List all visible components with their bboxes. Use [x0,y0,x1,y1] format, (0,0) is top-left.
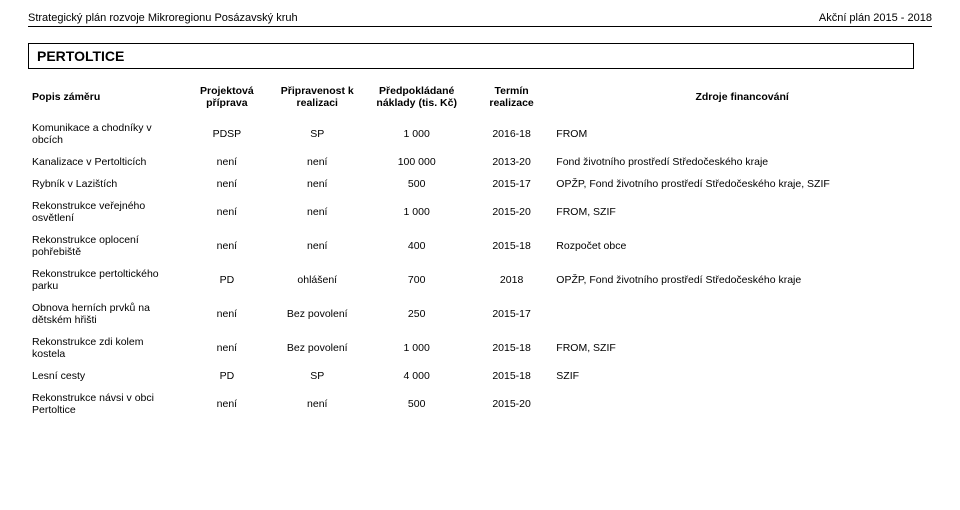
header-left: Strategický plán rozvoje Mikroregionu Po… [28,12,298,24]
table-header-row: Popis záměru Projektová příprava Připrav… [28,81,932,117]
table-cell: PDSP [182,117,272,151]
table-cell: Kanalizace v Pertolticích [28,151,182,173]
table-cell: není [272,387,362,421]
table-cell: 100 000 [362,151,470,173]
table-cell: není [182,297,272,331]
table-cell: není [272,229,362,263]
table-cell: OPŽP, Fond životního prostředí Středočes… [552,263,932,297]
col-header: Připravenost k realizaci [272,81,362,117]
col-header: Předpokládané náklady (tis. Kč) [362,81,470,117]
col-header: Zdroje financování [552,81,932,117]
table-cell: Rekonstrukce pertoltického parku [28,263,182,297]
table-cell: Rekonstrukce návsi v obci Pertoltice [28,387,182,421]
table-cell: 2015-20 [471,195,552,229]
table-cell: 1 000 [362,331,470,365]
table-cell: PD [182,263,272,297]
table-row: Rekonstrukce veřejného osvětlenínenínení… [28,195,932,229]
table-cell: 500 [362,173,470,195]
table-row: Rekonstrukce návsi v obci Pertolticenení… [28,387,932,421]
table-cell: ohlášení [272,263,362,297]
table-cell: není [272,195,362,229]
table-cell: Obnova herních prvků na dětském hřišti [28,297,182,331]
table-cell: 2015-20 [471,387,552,421]
page-header: Strategický plán rozvoje Mikroregionu Po… [28,12,932,24]
table-cell: FROM, SZIF [552,331,932,365]
table-cell: není [182,151,272,173]
table-cell: OPŽP, Fond životního prostředí Středočes… [552,173,932,195]
table-cell: 2015-18 [471,229,552,263]
table-cell: není [182,173,272,195]
table-cell: FROM, SZIF [552,195,932,229]
table-row: Obnova herních prvků na dětském hřištine… [28,297,932,331]
table-cell: Rekonstrukce zdi kolem kostela [28,331,182,365]
table-cell: 2015-18 [471,365,552,387]
header-underline [28,26,932,27]
table-cell: 2015-17 [471,297,552,331]
table-cell: 250 [362,297,470,331]
table-cell: 2018 [471,263,552,297]
table-cell: Rybník v Lazištích [28,173,182,195]
col-header: Projektová příprava [182,81,272,117]
table-cell: Bez povolení [272,297,362,331]
table-cell: SP [272,365,362,387]
table-row: Rekonstrukce oplocení pohřebištěnenínení… [28,229,932,263]
table-row: Lesní cestyPDSP4 0002015-18SZIF [28,365,932,387]
table-cell: 1 000 [362,195,470,229]
table-cell: 500 [362,387,470,421]
col-header: Termín realizace [471,81,552,117]
table-cell: 2015-17 [471,173,552,195]
table-cell: není [182,387,272,421]
table-cell: 1 000 [362,117,470,151]
table-row: Rekonstrukce zdi kolem kostelaneníBez po… [28,331,932,365]
table-cell: PD [182,365,272,387]
table-cell: Lesní cesty [28,365,182,387]
col-header: Popis záměru [28,81,182,117]
table-cell: Rekonstrukce oplocení pohřebiště [28,229,182,263]
table-cell: 2016-18 [471,117,552,151]
table-cell: Komunikace a chodníky v obcích [28,117,182,151]
table-cell: 2015-18 [471,331,552,365]
table-row: Komunikace a chodníky v obcíchPDSPSP1 00… [28,117,932,151]
table-cell: není [272,173,362,195]
table-cell: Fond životního prostředí Středočeského k… [552,151,932,173]
table-cell: není [272,151,362,173]
table-row: Rekonstrukce pertoltického parkuPDohláše… [28,263,932,297]
table-cell: 4 000 [362,365,470,387]
table-cell [552,387,932,421]
table-cell: 2013-20 [471,151,552,173]
table-cell: není [182,229,272,263]
table-cell: Rekonstrukce veřejného osvětlení [28,195,182,229]
section-title: PERTOLTICE [28,43,914,69]
table-cell: není [182,331,272,365]
table-cell: FROM [552,117,932,151]
table-cell [552,297,932,331]
table-cell: SZIF [552,365,932,387]
header-right: Akční plán 2015 - 2018 [819,12,932,24]
table-row: Rybník v Lazištíchnenínení5002015-17OPŽP… [28,173,932,195]
table-cell: SP [272,117,362,151]
data-table: Popis záměru Projektová příprava Připrav… [28,81,932,421]
table-cell: není [182,195,272,229]
table-cell: 400 [362,229,470,263]
table-cell: Rozpočet obce [552,229,932,263]
table-cell: 700 [362,263,470,297]
table-row: Kanalizace v Pertolticíchnenínení100 000… [28,151,932,173]
table-cell: Bez povolení [272,331,362,365]
